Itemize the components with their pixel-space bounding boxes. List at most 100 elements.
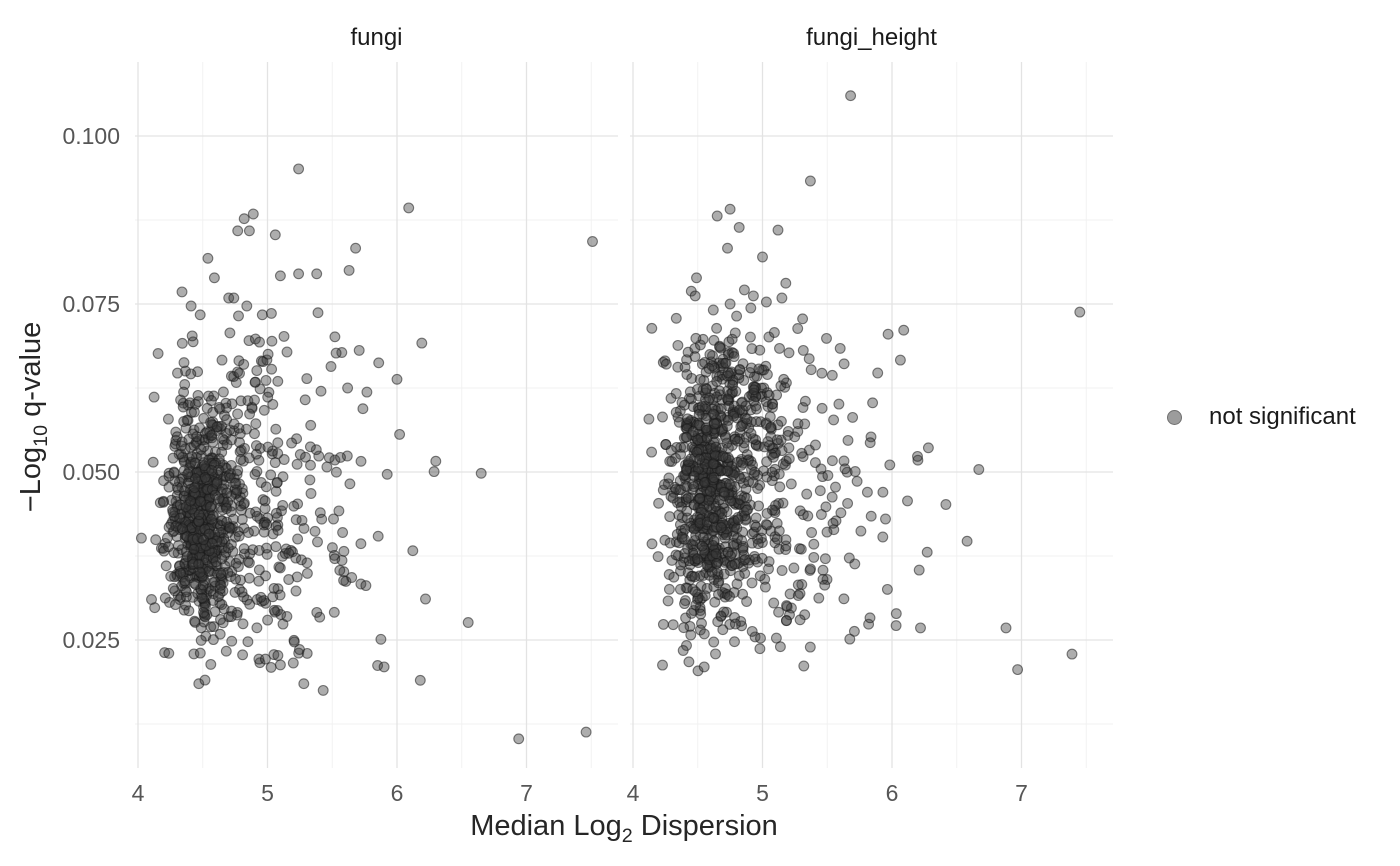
data-point <box>864 612 876 624</box>
data-point <box>372 660 384 671</box>
data-point <box>774 342 785 354</box>
data-point <box>172 367 183 379</box>
data-point <box>293 647 305 659</box>
data-point <box>727 379 739 391</box>
data-point <box>804 175 816 187</box>
data-point <box>290 585 302 597</box>
data-point <box>915 622 926 634</box>
x-axis-title-subscript: 2 <box>621 824 633 847</box>
data-point <box>679 598 690 610</box>
data-point <box>235 454 247 465</box>
data-point <box>720 432 731 443</box>
data-point <box>475 467 487 479</box>
data-point <box>292 533 304 545</box>
data-point <box>199 471 211 483</box>
data-point <box>208 272 220 284</box>
data-point <box>337 527 349 538</box>
data-point <box>792 323 804 334</box>
data-point <box>193 509 205 521</box>
data-point <box>187 558 199 570</box>
data-point <box>272 650 284 661</box>
data-point <box>149 602 161 614</box>
data-point <box>274 659 286 671</box>
data-point <box>698 628 710 640</box>
data-point <box>262 348 274 360</box>
data-point <box>580 726 592 738</box>
data-point <box>675 559 687 571</box>
data-point <box>258 526 270 538</box>
y-axis-title-text: −Log <box>15 446 47 513</box>
data-point <box>162 413 174 425</box>
data-point <box>272 605 283 616</box>
data-point <box>670 406 682 418</box>
data-point <box>274 270 286 282</box>
data-point <box>305 459 316 471</box>
data-point <box>882 328 894 340</box>
data-point <box>270 485 282 497</box>
data-point <box>587 236 598 247</box>
data-point <box>864 437 876 449</box>
data-point <box>731 522 743 534</box>
data-point <box>328 549 340 561</box>
data-point <box>256 309 268 321</box>
data-point <box>898 324 910 336</box>
data-point <box>186 451 198 463</box>
data-point <box>701 559 713 571</box>
data-point <box>414 674 426 686</box>
data-point <box>686 607 697 619</box>
data-point <box>243 527 254 538</box>
data-point <box>312 307 324 319</box>
data-point <box>194 647 206 659</box>
data-point <box>265 307 277 319</box>
data-point <box>730 385 742 397</box>
data-point <box>244 408 256 420</box>
data-point <box>784 609 795 621</box>
data-point <box>299 394 311 406</box>
data-point <box>894 354 906 366</box>
data-point <box>250 418 262 430</box>
data-point <box>176 286 188 298</box>
data-point <box>333 505 345 517</box>
data-point <box>719 541 731 553</box>
data-point <box>260 481 272 493</box>
x-tick-label: 7 <box>1015 780 1028 806</box>
data-point <box>724 203 736 215</box>
data-point <box>717 450 729 462</box>
data-point <box>674 583 686 595</box>
data-point <box>763 563 774 575</box>
data-point <box>197 579 209 591</box>
data-point <box>783 442 795 454</box>
data-point <box>724 478 735 490</box>
data-point <box>238 358 250 370</box>
data-point <box>697 531 709 543</box>
data-point <box>810 439 821 451</box>
data-point <box>662 595 674 607</box>
data-point <box>150 534 162 546</box>
data-point <box>168 510 180 522</box>
data-point <box>179 575 191 587</box>
data-point <box>722 367 734 379</box>
data-point <box>355 538 367 550</box>
data-point <box>176 523 188 535</box>
data-point <box>691 553 703 565</box>
facet-strip-label: fungi <box>350 24 402 51</box>
data-point <box>712 616 724 628</box>
data-point <box>789 431 801 443</box>
data-point <box>731 310 743 322</box>
data-point <box>679 399 690 411</box>
data-point <box>243 225 255 237</box>
data-point <box>694 493 706 505</box>
data-point <box>766 466 778 478</box>
data-point <box>747 477 759 488</box>
data-point <box>281 611 293 622</box>
data-point <box>328 513 339 525</box>
data-point <box>189 616 201 628</box>
data-point <box>249 376 261 388</box>
data-point <box>690 332 702 344</box>
data-point <box>750 512 762 524</box>
data-point <box>135 532 147 544</box>
data-point <box>796 447 808 459</box>
data-point <box>242 636 254 648</box>
data-point <box>822 470 834 481</box>
y-axis-title-subscript: 10 <box>29 424 52 447</box>
